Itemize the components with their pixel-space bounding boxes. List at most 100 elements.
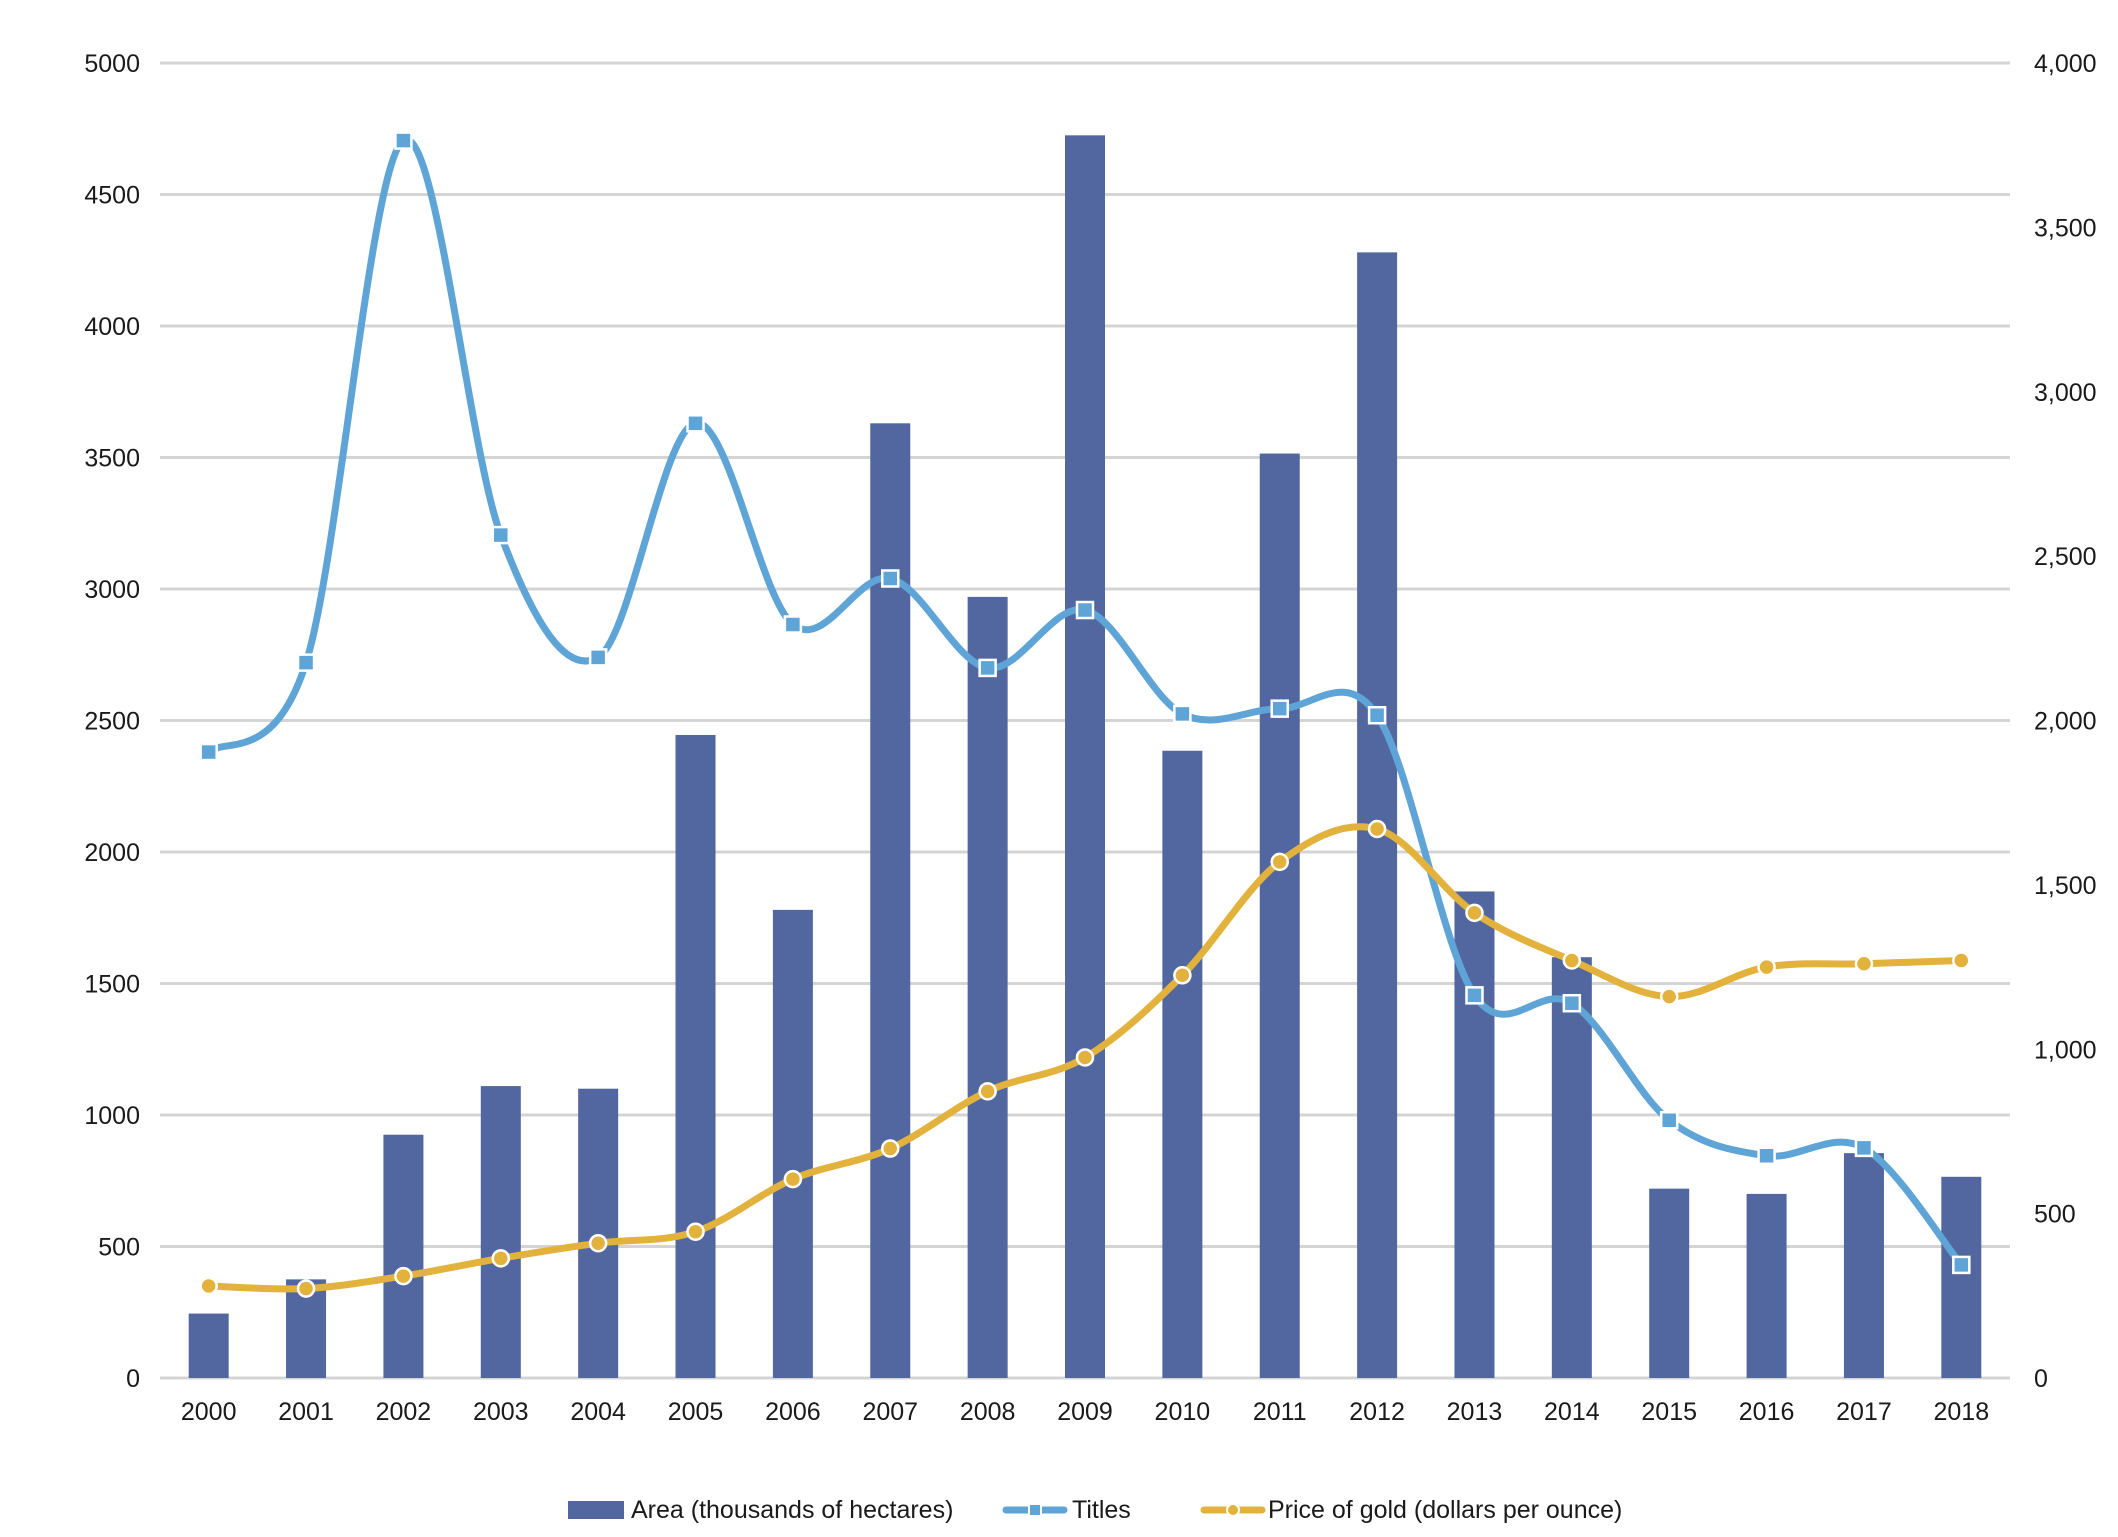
area-bar: [188, 1313, 229, 1378]
titles-point: [1075, 600, 1095, 620]
gold-price-point: [1075, 1048, 1095, 1067]
area-bar: [1551, 957, 1592, 1378]
titles-point: [1659, 1111, 1679, 1130]
legend-label-area: Area (thousands of hectares): [631, 1496, 953, 1524]
gold-price-point: [1367, 819, 1387, 839]
legend-marker-gold: [1226, 1503, 1240, 1517]
gold-price-point: [1952, 951, 1971, 970]
x-tick-label: 2004: [570, 1398, 626, 1426]
gold-price-point: [296, 1279, 316, 1298]
right-tick-label: 0: [2034, 1365, 2048, 1393]
left-y-axis: 0 500 1000 1500 2000 2500 3000 3500 4000 4500 5000: [84, 50, 140, 1393]
gold-price-point: [783, 1169, 803, 1189]
x-tick-label: 2001: [278, 1398, 334, 1426]
x-tick-label: 2006: [765, 1398, 821, 1426]
area-bar: [1649, 1188, 1690, 1378]
x-tick-label: 2015: [1641, 1398, 1697, 1426]
gold-price-point: [1173, 966, 1192, 985]
right-tick-label: 2,500: [2034, 543, 2097, 571]
left-tick-label: 3500: [84, 445, 140, 473]
left-tick-label: 1000: [84, 1102, 140, 1130]
right-tick-label: 1,000: [2034, 1036, 2097, 1064]
right-y-axis: 0 500 1,000 1,500 2,000 2,500 3,000 3,500 4,000: [2034, 50, 2097, 1393]
titles-point: [1757, 1146, 1776, 1166]
x-tick-label: 2012: [1349, 1398, 1405, 1426]
left-tick-label: 2000: [84, 839, 140, 867]
x-tick-label: 2008: [960, 1398, 1016, 1426]
area-bar: [772, 909, 813, 1378]
titles-point: [296, 653, 316, 672]
left-tick-label: 5000: [84, 50, 140, 78]
x-tick-label: 2011: [1253, 1398, 1307, 1426]
gold-price-point: [1562, 951, 1582, 970]
right-tick-label: 500: [2034, 1201, 2076, 1229]
right-tick-label: 4,000: [2034, 50, 2097, 78]
titles-point: [1270, 699, 1289, 718]
right-tick-label: 2,000: [2034, 708, 2097, 736]
gold-price-point: [199, 1276, 218, 1296]
titles-point: [394, 131, 413, 150]
titles-point: [1854, 1138, 1874, 1158]
area-bar: [383, 1134, 424, 1378]
series-lines: [199, 131, 1971, 1298]
titles-point: [978, 658, 997, 678]
legend-marker-titles: [1028, 1503, 1042, 1517]
area-bar: [1843, 1153, 1884, 1378]
x-tick-label: 2014: [1544, 1398, 1600, 1426]
left-tick-label: 0: [126, 1365, 140, 1393]
x-tick-label: 2013: [1447, 1398, 1503, 1426]
titles-point: [1465, 986, 1484, 1005]
gold-price-point: [686, 1222, 705, 1241]
legend-item-titles: Titles: [1002, 1496, 1131, 1524]
x-tick-label: 2002: [376, 1398, 432, 1426]
titles-point: [1367, 705, 1387, 725]
x-tick-label: 2009: [1057, 1398, 1113, 1426]
legend-label-gold: Price of gold (dollars per ounce): [1268, 1496, 1622, 1524]
area-bar: [1941, 1176, 1982, 1378]
area-bar: [1065, 135, 1105, 1379]
titles-point: [783, 615, 803, 634]
area-bar: [578, 1088, 619, 1378]
titles-point: [588, 648, 608, 667]
x-tick-label: 2010: [1155, 1398, 1211, 1426]
gold-price-point: [881, 1139, 900, 1158]
gold-price-point: [588, 1233, 608, 1253]
gold-price-point: [1757, 957, 1776, 977]
legend-item-area: Area (thousands of hectares): [568, 1496, 953, 1524]
gold-price-point: [1270, 852, 1289, 872]
area-bar: [1746, 1193, 1787, 1378]
titles-point: [491, 525, 511, 545]
titles-point: [1173, 704, 1192, 724]
area-bar: [675, 734, 716, 1378]
x-tick-label: 2003: [473, 1398, 529, 1426]
gold-price-point: [1659, 987, 1679, 1006]
legend-item-gold: Price of gold (dollars per ounce): [1200, 1496, 1622, 1524]
area-bar: [870, 423, 911, 1378]
legend: Area (thousands of hectares) Titles Pric…: [568, 1496, 1622, 1524]
right-tick-label: 3,500: [2034, 214, 2097, 242]
titles-point: [1952, 1255, 1971, 1275]
area-bar: [1259, 453, 1300, 1378]
left-tick-label: 4000: [84, 313, 140, 341]
x-tick-label: 2018: [1934, 1398, 1990, 1426]
gold-price-point: [394, 1266, 413, 1286]
x-tick-label: 2005: [668, 1398, 724, 1426]
titles-point: [1562, 993, 1582, 1013]
left-tick-label: 2500: [84, 708, 140, 736]
x-tick-label: 2017: [1836, 1398, 1892, 1426]
gold-price-point: [1465, 903, 1484, 923]
left-tick-label: 4500: [84, 182, 140, 210]
area-bar: [480, 1086, 521, 1378]
right-tick-label: 3,000: [2034, 379, 2097, 407]
titles-point: [881, 569, 900, 588]
area-bar: [967, 596, 1008, 1378]
area-bars: [188, 135, 1982, 1379]
left-tick-label: 1500: [84, 971, 140, 999]
x-tick-label: 2007: [862, 1398, 918, 1426]
area-bar: [1162, 750, 1203, 1378]
left-tick-label: 3000: [84, 576, 140, 604]
titles-point: [686, 414, 705, 433]
area-bar: [1357, 252, 1398, 1379]
gold-price-point: [491, 1249, 511, 1268]
